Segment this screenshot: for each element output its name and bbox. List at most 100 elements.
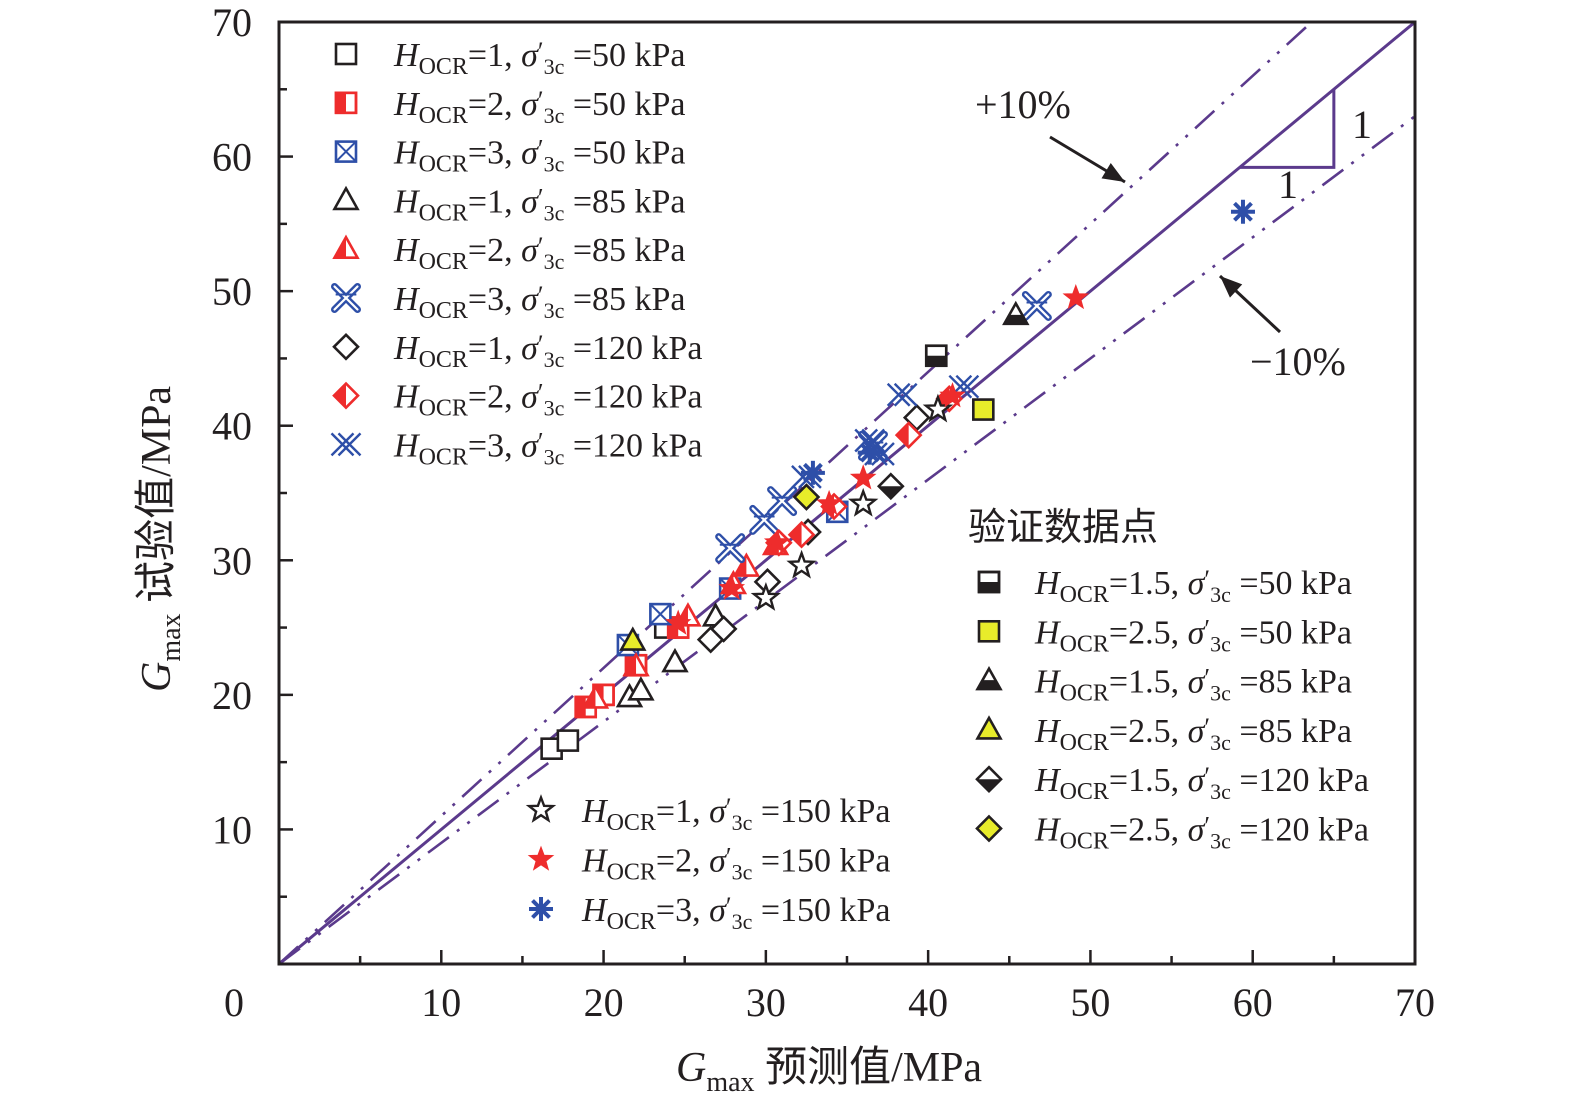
x-tick-label-20: 20 bbox=[584, 980, 624, 1025]
legend-label-0: HOCR=1, σ′3c =50 kPa bbox=[393, 37, 686, 80]
point-s0-1 bbox=[556, 729, 580, 752]
point-s10-4 bbox=[849, 464, 877, 490]
legend-marker-1 bbox=[334, 91, 358, 115]
legend-label-14: HOCR=1.5, σ′3c =85 kPa bbox=[1034, 664, 1352, 707]
point-s7-3 bbox=[894, 421, 923, 449]
axis-titles: Gmax 预测值/MPa Gmax 试验值/MPa bbox=[133, 386, 982, 1098]
legend-label-11: HOCR=3, σ′3c =150 kPa bbox=[581, 892, 891, 935]
point-s10-1 bbox=[718, 574, 746, 600]
legend-marker-17 bbox=[975, 814, 1003, 843]
legend-entry-10: HOCR=2, σ′3c =150 kPa bbox=[527, 843, 891, 886]
point-s2-1 bbox=[649, 602, 672, 626]
point-s11-0 bbox=[800, 460, 825, 485]
legend-label-9: HOCR=1, σ′3c =150 kPa bbox=[581, 793, 891, 836]
legend-marker-0 bbox=[334, 42, 358, 66]
point-s11-2 bbox=[1230, 199, 1255, 224]
legend-entry-14: HOCR=1.5, σ′3c =85 kPa bbox=[975, 664, 1352, 707]
point-s12-0 bbox=[924, 344, 948, 368]
x-tick-label-60: 60 bbox=[1233, 980, 1273, 1025]
legend-entry-6: HOCR=1, σ′3c =120 kPa bbox=[332, 330, 703, 373]
point-s16-0 bbox=[876, 472, 905, 501]
data-points bbox=[540, 199, 1255, 760]
legend-marker-10 bbox=[527, 845, 555, 871]
y-tick-label-20: 20 bbox=[212, 673, 252, 718]
minus10-arrow-head bbox=[1220, 276, 1243, 298]
point-s5-0 bbox=[715, 533, 746, 564]
legend-marker-11 bbox=[529, 897, 553, 921]
slope-triangle: 1 1 +10% −10% bbox=[975, 82, 1372, 384]
x-tick-label-10: 10 bbox=[421, 980, 461, 1025]
legend-label-10: HOCR=2, σ′3c =150 kPa bbox=[581, 843, 891, 886]
legend-entry-5: HOCR=3, σ′3c =85 kPa bbox=[331, 281, 686, 324]
legend-label-3: HOCR=1, σ′3c =85 kPa bbox=[393, 183, 686, 226]
y-tick-label-40: 40 bbox=[212, 404, 252, 449]
y-tick-label-70: 70 bbox=[212, 0, 252, 45]
x-tick-label-0: 0 bbox=[224, 980, 244, 1025]
point-s10-0 bbox=[664, 609, 692, 635]
point-s4-0 bbox=[581, 684, 610, 709]
axes: 0 10 20 30 40 50 60 70 10 20 30 40 50 60 70 bbox=[212, 0, 1435, 1025]
legend-label-16: HOCR=1.5, σ′3c =120 kPa bbox=[1034, 762, 1369, 805]
y-tick-label-30: 30 bbox=[212, 538, 252, 583]
legend-entry-0: HOCR=1, σ′3c =50 kPa bbox=[334, 37, 686, 80]
legend-entry-3: HOCR=1, σ′3c =85 kPa bbox=[332, 183, 686, 226]
point-s15-0 bbox=[619, 626, 647, 651]
legend-marker-4 bbox=[332, 234, 360, 260]
legend-label-6: HOCR=1, σ′3c =120 kPa bbox=[393, 330, 703, 373]
legend-label-1: HOCR=2, σ′3c =50 kPa bbox=[393, 86, 686, 129]
legend-marker-15 bbox=[975, 715, 1003, 740]
legend-entry-2: HOCR=3, σ′3c =50 kPa bbox=[334, 135, 686, 178]
legend-marker-7 bbox=[332, 381, 360, 410]
plus10-label: +10% bbox=[975, 82, 1071, 127]
legend-marker-9 bbox=[525, 794, 557, 823]
legend-entry-17: HOCR=2.5, σ′3c =120 kPa bbox=[975, 812, 1369, 855]
point-s6-1 bbox=[709, 615, 738, 643]
reference-line-equal bbox=[279, 22, 1415, 964]
legend-marker-6 bbox=[332, 332, 360, 361]
slope-triangle-vertical-label: 1 bbox=[1352, 102, 1372, 147]
legend-marker-14 bbox=[975, 665, 1003, 691]
reference-lines bbox=[279, 22, 1415, 964]
point-s13-0 bbox=[972, 398, 995, 421]
point-s14-0 bbox=[1002, 300, 1030, 326]
legends: HOCR=1, σ′3c =50 kPa HOCR=2, σ′3c =50 kPa… bbox=[330, 37, 1369, 935]
legend-marker-8 bbox=[330, 432, 362, 457]
x-tick-label-30: 30 bbox=[746, 980, 786, 1025]
point-s10-2 bbox=[763, 528, 791, 555]
legend-entry-1: HOCR=2, σ′3c =50 kPa bbox=[334, 86, 686, 129]
reference-line-plus10 bbox=[279, 22, 1313, 964]
point-s9-1 bbox=[786, 549, 817, 579]
legend-marker-5 bbox=[331, 283, 361, 313]
y-tick-label-10: 10 bbox=[212, 807, 252, 852]
legend-entry-8: HOCR=3, σ′3c =120 kPa bbox=[330, 427, 703, 470]
slope-triangle-horizontal-label: 1 bbox=[1278, 162, 1298, 207]
legend-entry-4: HOCR=2, σ′3c =85 kPa bbox=[332, 232, 686, 275]
x-tick-label-70: 70 bbox=[1395, 980, 1435, 1025]
y-axis-title: Gmax 试验值/MPa bbox=[133, 386, 187, 692]
slope-triangle-legs bbox=[1239, 89, 1336, 169]
x-tick-label-40: 40 bbox=[908, 980, 948, 1025]
legend-marker-16 bbox=[975, 765, 1003, 794]
legend-label-8: HOCR=3, σ′3c =120 kPa bbox=[393, 427, 703, 470]
legend-label-5: HOCR=3, σ′3c =85 kPa bbox=[393, 281, 686, 324]
point-s10-3 bbox=[815, 489, 843, 516]
legend-entry-13: HOCR=2.5, σ′3c =50 kPa bbox=[977, 614, 1352, 657]
legend-entry-15: HOCR=2.5, σ′3c =85 kPa bbox=[975, 713, 1352, 756]
legend-marker-13 bbox=[977, 619, 1001, 643]
legend-entry-7: HOCR=2, σ′3c =120 kPa bbox=[332, 379, 703, 422]
legend-label-2: HOCR=3, σ′3c =50 kPa bbox=[393, 135, 686, 178]
validation-legend-title: 验证数据点 bbox=[968, 505, 1158, 549]
legend-label-4: HOCR=2, σ′3c =85 kPa bbox=[393, 232, 686, 275]
point-s4-1 bbox=[622, 651, 650, 677]
legend-entry-12: HOCR=1.5, σ′3c =50 kPa bbox=[977, 565, 1352, 608]
legend-marker-3 bbox=[332, 185, 360, 211]
reference-line-minus10 bbox=[279, 115, 1415, 964]
point-s9-2 bbox=[847, 487, 879, 517]
x-axis-title: Gmax 预测值/MPa bbox=[676, 1045, 982, 1098]
legend-entry-16: HOCR=1.5, σ′3c =120 kPa bbox=[975, 762, 1369, 805]
point-s10-6 bbox=[1062, 283, 1090, 310]
legend-label-7: HOCR=2, σ′3c =120 kPa bbox=[393, 379, 703, 422]
point-s10-5 bbox=[939, 382, 966, 408]
legend-label-13: HOCR=2.5, σ′3c =50 kPa bbox=[1034, 614, 1352, 657]
